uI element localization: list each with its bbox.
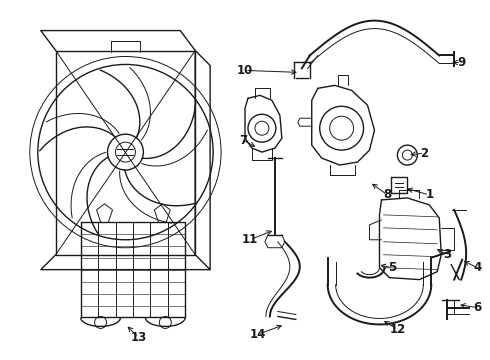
Text: 7: 7 (239, 134, 247, 147)
Text: 5: 5 (388, 261, 396, 274)
Text: 13: 13 (130, 331, 147, 344)
Text: 14: 14 (250, 328, 266, 341)
Text: 4: 4 (473, 261, 481, 274)
Text: 8: 8 (383, 188, 392, 202)
Text: 10: 10 (237, 64, 253, 77)
Text: 2: 2 (420, 147, 428, 159)
Text: 12: 12 (389, 323, 406, 336)
Text: 6: 6 (473, 301, 481, 314)
Text: 3: 3 (443, 248, 451, 261)
Text: 9: 9 (457, 56, 465, 69)
Text: 11: 11 (242, 233, 258, 246)
Text: 1: 1 (425, 188, 433, 202)
